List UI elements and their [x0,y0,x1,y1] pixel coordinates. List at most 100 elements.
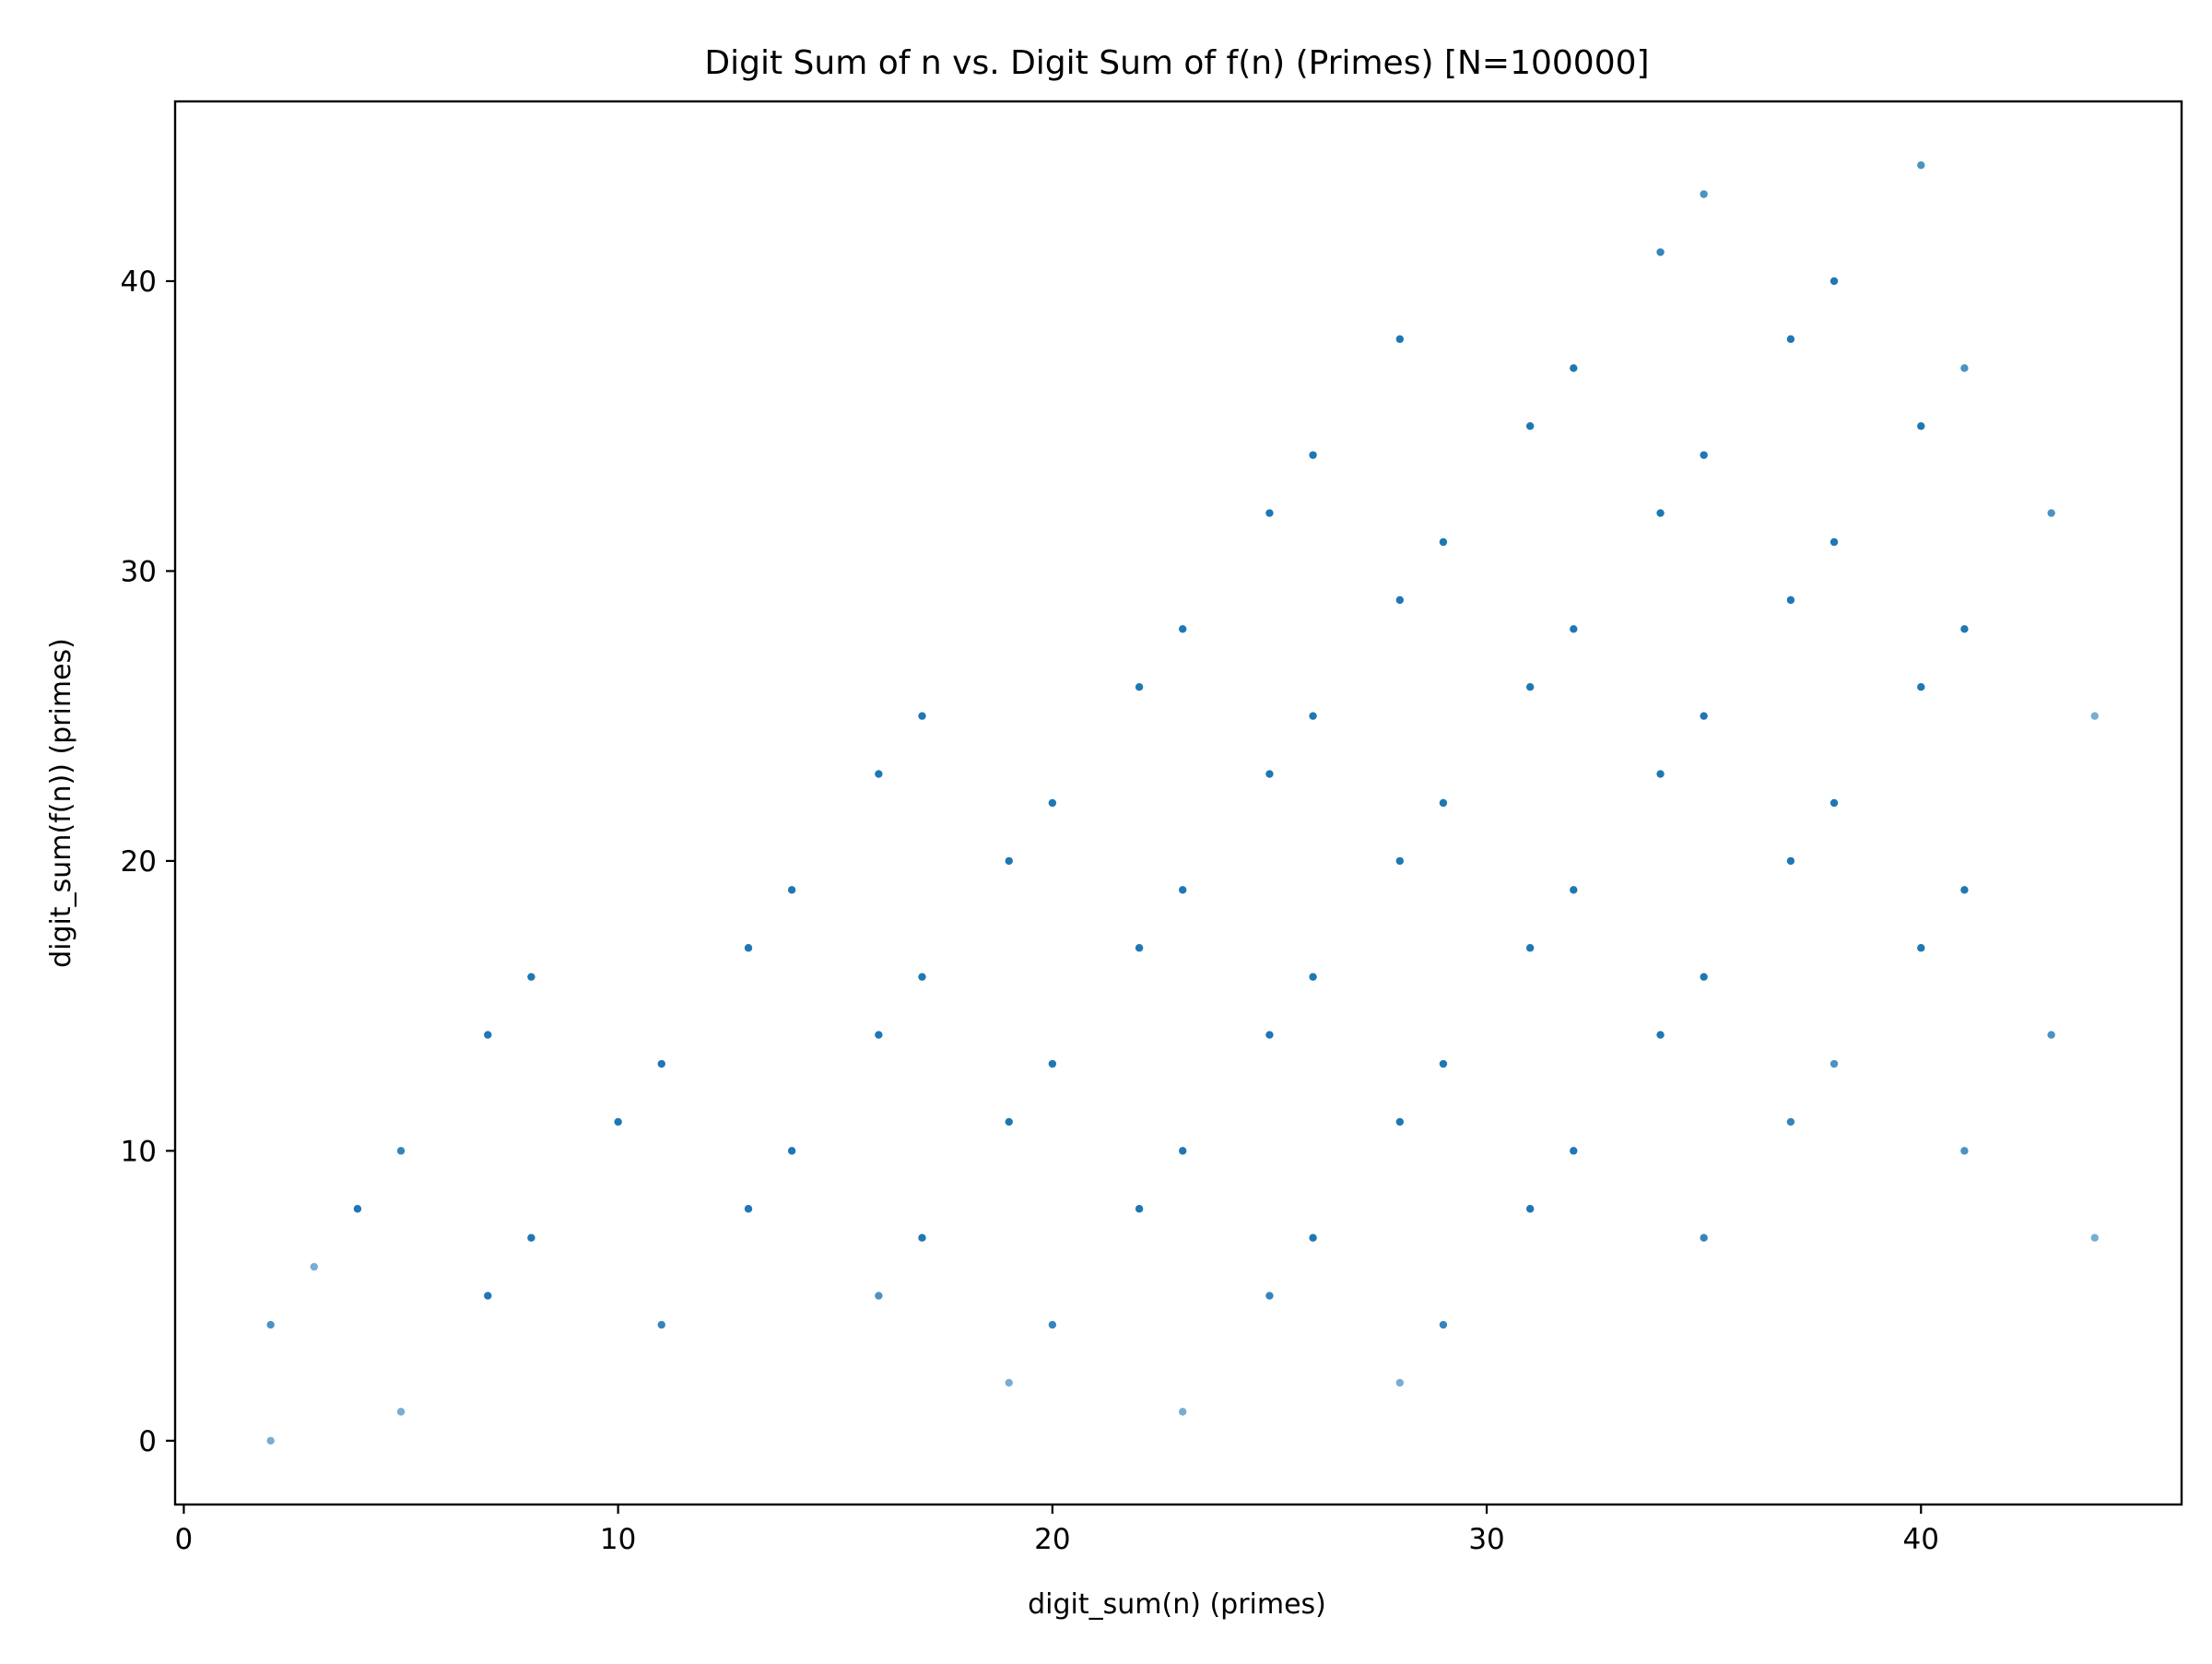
data-point [1570,1147,1578,1155]
data-point [353,1205,362,1213]
data-point [1700,1233,1708,1242]
data-point [1917,421,1925,431]
data-point [1960,625,1969,633]
data-point [1135,683,1144,691]
x-tick-label: 20 [1034,1523,1070,1556]
data-point [1525,944,1535,952]
data-point [1005,1117,1013,1127]
data-point [1830,1059,1839,1068]
data-point [1048,1059,1057,1068]
data-point [1830,798,1839,808]
x-axis-ticks: 0 10 20 30 40 [175,1505,1939,1556]
data-point [1135,944,1144,952]
data-point [527,1233,535,1242]
data-point [918,712,926,720]
data-point [1786,596,1795,605]
chart-title: Digit Sum of n vs. Digit Sum of f(n) (Pr… [704,44,1649,82]
data-point [1439,1320,1448,1329]
data-point [1830,277,1839,286]
data-point [527,973,535,981]
y-axis-ticks: 0 10 20 30 40 [121,266,175,1458]
data-point [1525,683,1535,691]
data-point [1179,1147,1187,1155]
data-point [1395,856,1405,866]
data-point [1309,451,1317,459]
data-point [1656,1031,1665,1039]
data-point [1439,537,1448,547]
data-point [1179,886,1187,894]
data-point [1135,1205,1144,1213]
data-point [396,1408,406,1416]
y-tick-label: 10 [121,1135,157,1168]
data-point [1700,973,1708,981]
data-point [918,973,926,981]
data-point [1395,1117,1405,1127]
data-point [310,1262,318,1271]
data-point [918,1233,926,1242]
data-point [1439,798,1448,808]
data-point [1179,1408,1187,1416]
data-point [875,1292,883,1300]
data-point [1960,886,1969,894]
plot-frame [173,100,2183,1506]
data-point [1005,1378,1013,1387]
data-point [484,1031,492,1039]
y-tick-label: 20 [121,845,157,879]
data-point [744,1205,753,1213]
data-point [1786,335,1795,344]
data-point [1309,1233,1317,1242]
data-point [614,1117,622,1127]
data-point [1525,1205,1535,1213]
data-point [1265,1292,1274,1300]
data-point [1265,1031,1274,1039]
x-tick-label: 30 [1468,1523,1504,1556]
data-point [875,770,883,778]
data-point [1395,596,1405,605]
data-point [1917,160,1925,170]
data-point [1048,798,1057,808]
data-point [2047,1031,2055,1039]
data-point [1700,190,1708,198]
data-point [266,1436,275,1446]
data-point [657,1320,665,1329]
data-point [787,1147,796,1155]
data-point [1439,1059,1448,1068]
data-point [1786,856,1795,866]
data-point [1960,364,1969,372]
x-tick-label: 10 [600,1523,636,1556]
y-axis-label: digit_sum(f(n)) (primes) [45,638,77,968]
data-point [1309,712,1317,720]
data-point [744,944,753,952]
data-point [484,1292,492,1300]
data-point [1917,683,1925,691]
data-point [1179,625,1187,633]
data-point [1917,944,1925,952]
data-point [1656,248,1665,256]
data-point [1005,856,1013,866]
data-point [1048,1320,1057,1329]
data-point [1265,509,1274,517]
data-point [1395,1378,1405,1387]
data-point [1395,335,1405,344]
data-point [1700,451,1708,459]
y-tick-label: 40 [121,266,157,299]
x-axis-label: digit_sum(n) (primes) [1028,1588,1326,1621]
data-point [1265,770,1274,778]
data-point [787,886,796,894]
data-point [1960,1147,1969,1155]
data-point [875,1031,883,1039]
data-point [1570,364,1578,372]
data-point [1570,625,1578,633]
data-point [266,1320,275,1329]
data-point [1656,770,1665,778]
plot-marks [266,160,2099,1446]
data-point [2090,712,2099,720]
data-point [1309,973,1317,981]
data-point [1830,537,1839,547]
data-point [1700,712,1708,720]
data-point [1786,1117,1795,1127]
y-tick-label: 30 [121,555,157,588]
